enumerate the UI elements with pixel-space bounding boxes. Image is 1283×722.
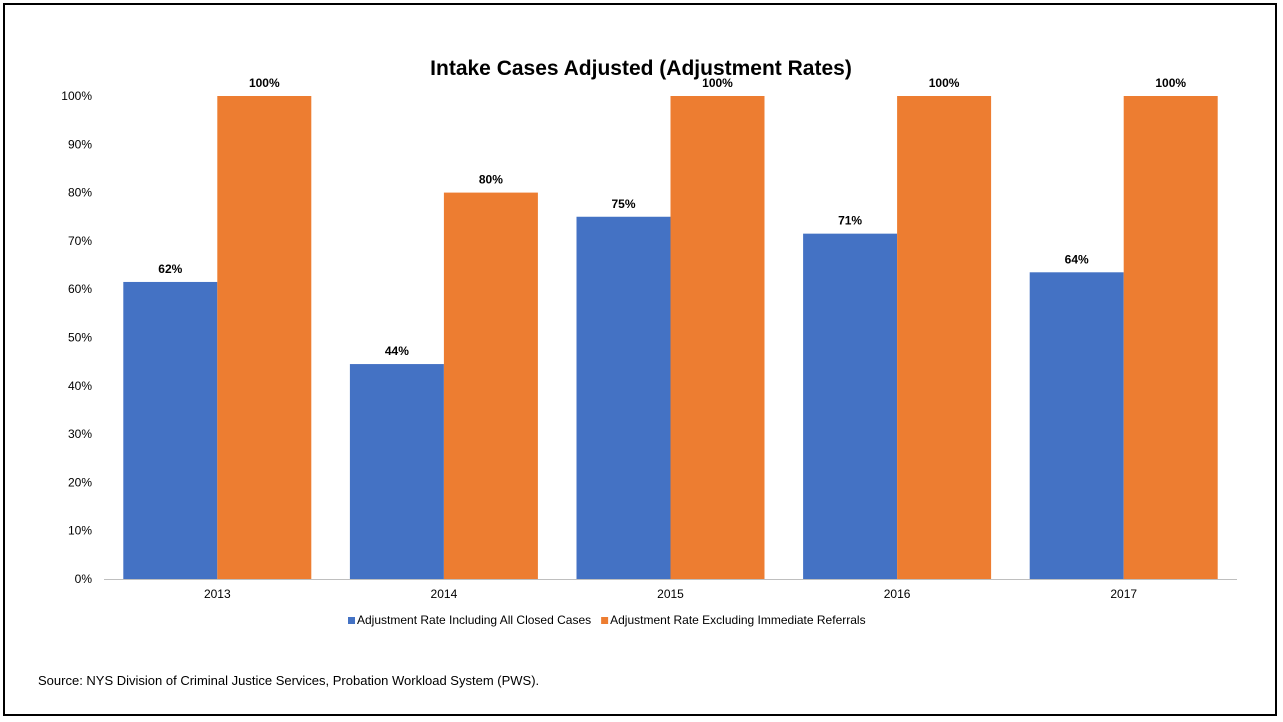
data-label: 64%	[1065, 252, 1089, 266]
y-tick-label: 30%	[68, 427, 92, 441]
y-tick-label: 80%	[68, 186, 92, 200]
bar-including-2016	[803, 233, 898, 579]
legend-label-excluding: Adjustment Rate Excluding Immediate Refe…	[610, 613, 865, 627]
bar-including-2015	[576, 216, 671, 579]
data-label: 71%	[838, 214, 862, 228]
data-label: 62%	[158, 262, 182, 276]
data-label: 75%	[611, 197, 635, 211]
bar-including-2013	[123, 281, 218, 579]
bar-including-2017	[1029, 272, 1124, 579]
legend-swatch-including	[348, 617, 355, 624]
legend: Adjustment Rate Including All Closed Cas…	[348, 613, 866, 627]
data-label: 100%	[702, 76, 733, 90]
x-tick-label: 2013	[204, 587, 231, 601]
data-label: 100%	[1155, 76, 1186, 90]
chart-title: Intake Cases Adjusted (Adjustment Rates)	[430, 57, 852, 80]
y-tick-label: 20%	[68, 475, 92, 489]
x-tick-label: 2015	[657, 587, 684, 601]
legend-label-including: Adjustment Rate Including All Closed Cas…	[357, 613, 591, 627]
x-tick-label: 2016	[884, 587, 911, 601]
bar-including-2014	[349, 364, 444, 579]
bar-excluding-2014	[443, 192, 538, 579]
y-tick-label: 100%	[61, 89, 92, 103]
legend-swatch-excluding	[601, 617, 609, 624]
y-tick-label: 70%	[68, 234, 92, 248]
bar-excluding-2013	[217, 96, 312, 579]
bar-excluding-2016	[897, 96, 992, 579]
data-label: 100%	[929, 76, 960, 90]
x-axis: 2013 2014 2015 2016 2017	[104, 579, 1237, 601]
bars: 62% 100% 44% 80% 75% 100% 71% 100% 64% 100%	[123, 76, 1218, 579]
y-tick-label: 40%	[68, 379, 92, 393]
y-tick-label: 90%	[68, 137, 92, 151]
data-label: 44%	[385, 344, 409, 358]
y-axis: 0% 10% 20% 30% 40% 50% 60% 70% 80% 90% 100%	[61, 89, 92, 586]
y-tick-label: 60%	[68, 282, 92, 296]
data-label: 80%	[479, 173, 503, 187]
x-tick-label: 2014	[431, 587, 458, 601]
y-tick-label: 10%	[68, 524, 92, 538]
y-tick-label: 0%	[75, 572, 93, 586]
x-tick-label: 2017	[1110, 587, 1137, 601]
bar-excluding-2017	[1123, 96, 1218, 579]
y-tick-label: 50%	[68, 331, 92, 345]
bar-excluding-2015	[670, 96, 765, 579]
source-note: Source: NYS Division of Criminal Justice…	[38, 673, 539, 688]
data-label: 100%	[249, 76, 280, 90]
